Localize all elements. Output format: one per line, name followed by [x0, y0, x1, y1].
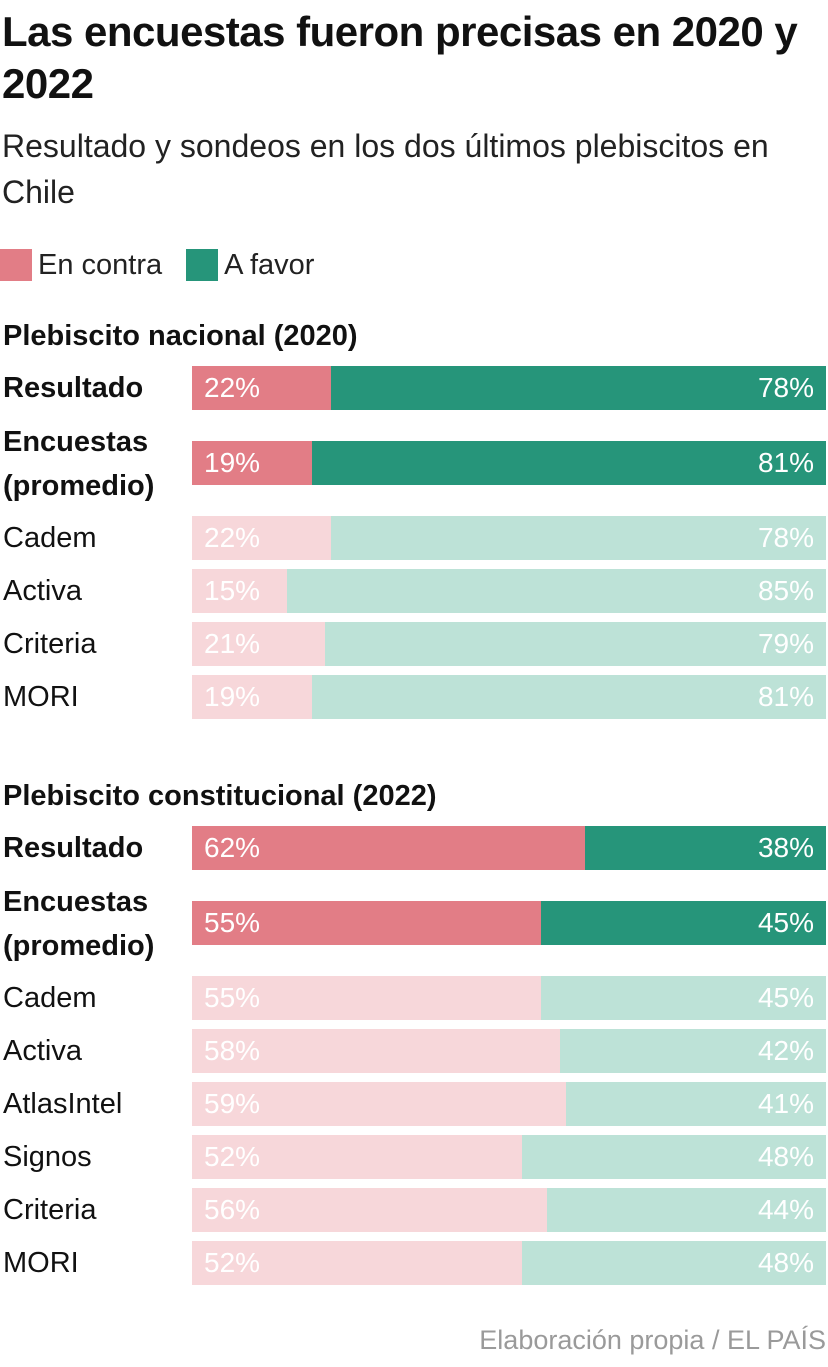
bar-segment-favor: 81% [312, 675, 826, 719]
row-label: Criteria [3, 628, 97, 660]
stacked-bar: 52% 48% [192, 1241, 826, 1285]
bar-segment-contra: 15% [192, 569, 287, 613]
bar-segment-favor: 44% [547, 1188, 826, 1232]
bar-segment-favor: 78% [331, 366, 826, 410]
bar-segment-favor: 81% [312, 441, 826, 485]
stacked-bar: 62% 38% [192, 826, 826, 870]
value-label-contra: 55% [204, 982, 261, 1013]
value-label-favor: 81% [757, 681, 814, 712]
bar-segment-favor: 45% [541, 901, 826, 945]
group-title: Plebiscito constitucional (2022) [3, 780, 437, 812]
value-label-contra: 55% [204, 907, 261, 938]
bar-segment-contra: 22% [192, 366, 331, 410]
bar-segment-contra: 19% [192, 675, 312, 719]
stacked-bar: 22% 78% [192, 516, 826, 560]
stacked-bar: 55% 45% [192, 901, 826, 945]
bar-segment-favor: 79% [325, 622, 826, 666]
bar-segment-contra: 55% [192, 901, 541, 945]
legend-item-favor: A favor [186, 249, 314, 282]
bar-segment-contra: 59% [192, 1082, 566, 1126]
stacked-bar: 22% 78% [192, 366, 826, 410]
row-label: Encuestas (promedio) [3, 426, 155, 502]
value-label-favor: 85% [757, 575, 814, 606]
bar-segment-favor: 78% [331, 516, 826, 560]
value-label-contra: 22% [204, 522, 261, 553]
bar-segment-favor: 48% [522, 1135, 826, 1179]
value-label-favor: 44% [757, 1194, 814, 1225]
bar-segment-contra: 55% [192, 976, 541, 1020]
bar-segment-contra: 52% [192, 1241, 522, 1285]
value-label-contra: 58% [204, 1035, 261, 1066]
legend-label-contra: En contra [38, 248, 163, 281]
source-note: Elaboración propia / EL PAÍS [479, 1325, 826, 1355]
stacked-bar: 21% 79% [192, 622, 826, 666]
stacked-bar: 55% 45% [192, 976, 826, 1020]
stacked-bar: 58% 42% [192, 1029, 826, 1073]
row-label: Cadem [3, 522, 97, 554]
legend-swatch-favor [186, 249, 219, 281]
row-label: Activa [3, 1035, 82, 1067]
row-label: MORI [3, 681, 79, 713]
bar-segment-contra: 52% [192, 1135, 522, 1179]
stacked-bar: 19% 81% [192, 441, 826, 485]
row-label: MORI [3, 1247, 79, 1279]
value-label-favor: 38% [757, 832, 814, 863]
group-title: Plebiscito nacional (2020) [3, 320, 358, 352]
value-label-favor: 78% [757, 372, 814, 403]
value-label-contra: 52% [204, 1141, 261, 1172]
value-label-contra: 52% [204, 1247, 261, 1278]
value-label-contra: 15% [204, 575, 261, 606]
bar-segment-contra: 19% [192, 441, 312, 485]
stacked-bar: 56% 44% [192, 1188, 826, 1232]
legend: En contra A favor [0, 248, 338, 282]
stacked-bar: 52% 48% [192, 1135, 826, 1179]
bar-segment-favor: 42% [560, 1029, 826, 1073]
value-label-favor: 42% [757, 1035, 814, 1066]
row-label: Encuestas (promedio) [3, 886, 155, 962]
chart-subtitle: Resultado y sondeos en los dos últimos p… [2, 128, 769, 210]
row-label: Resultado [3, 832, 144, 864]
stacked-bar: 19% 81% [192, 675, 826, 719]
value-label-favor: 48% [757, 1247, 814, 1278]
legend-item-contra: En contra [0, 249, 162, 282]
value-label-favor: 45% [757, 907, 814, 938]
value-label-favor: 78% [757, 522, 814, 553]
bar-segment-contra: 58% [192, 1029, 560, 1073]
value-label-contra: 19% [204, 681, 261, 712]
row-label: Activa [3, 575, 82, 607]
value-label-favor: 41% [757, 1088, 814, 1119]
row-label: Resultado [3, 372, 144, 404]
bar-segment-contra: 21% [192, 622, 325, 666]
value-label-contra: 21% [204, 628, 261, 659]
value-label-favor: 48% [757, 1141, 814, 1172]
legend-label-favor: A favor [224, 248, 315, 281]
value-label-contra: 19% [204, 447, 261, 478]
value-label-contra: 59% [204, 1088, 261, 1119]
value-label-favor: 45% [757, 982, 814, 1013]
value-label-favor: 79% [757, 628, 814, 659]
value-label-contra: 56% [204, 1194, 261, 1225]
bar-segment-contra: 56% [192, 1188, 547, 1232]
bar-segment-contra: 22% [192, 516, 331, 560]
legend-swatch-contra [0, 249, 32, 281]
bar-segment-favor: 41% [566, 1082, 826, 1126]
bar-segment-favor: 45% [541, 976, 826, 1020]
stacked-bar: 15% 85% [192, 569, 826, 613]
row-label: Criteria [3, 1194, 97, 1226]
value-label-favor: 81% [757, 447, 814, 478]
row-label: Signos [3, 1141, 92, 1173]
bar-segment-favor: 85% [287, 569, 826, 613]
bar-segment-favor: 48% [522, 1241, 826, 1285]
bar-segment-contra: 62% [192, 826, 585, 870]
stacked-bar: 59% 41% [192, 1082, 826, 1126]
bar-segment-favor: 38% [585, 826, 826, 870]
value-label-contra: 22% [204, 372, 261, 403]
value-label-contra: 62% [204, 832, 261, 863]
row-label: AtlasIntel [3, 1088, 123, 1120]
row-label: Cadem [3, 982, 97, 1014]
chart-title: Las encuestas fueron precisas en 2020 y … [2, 8, 798, 107]
